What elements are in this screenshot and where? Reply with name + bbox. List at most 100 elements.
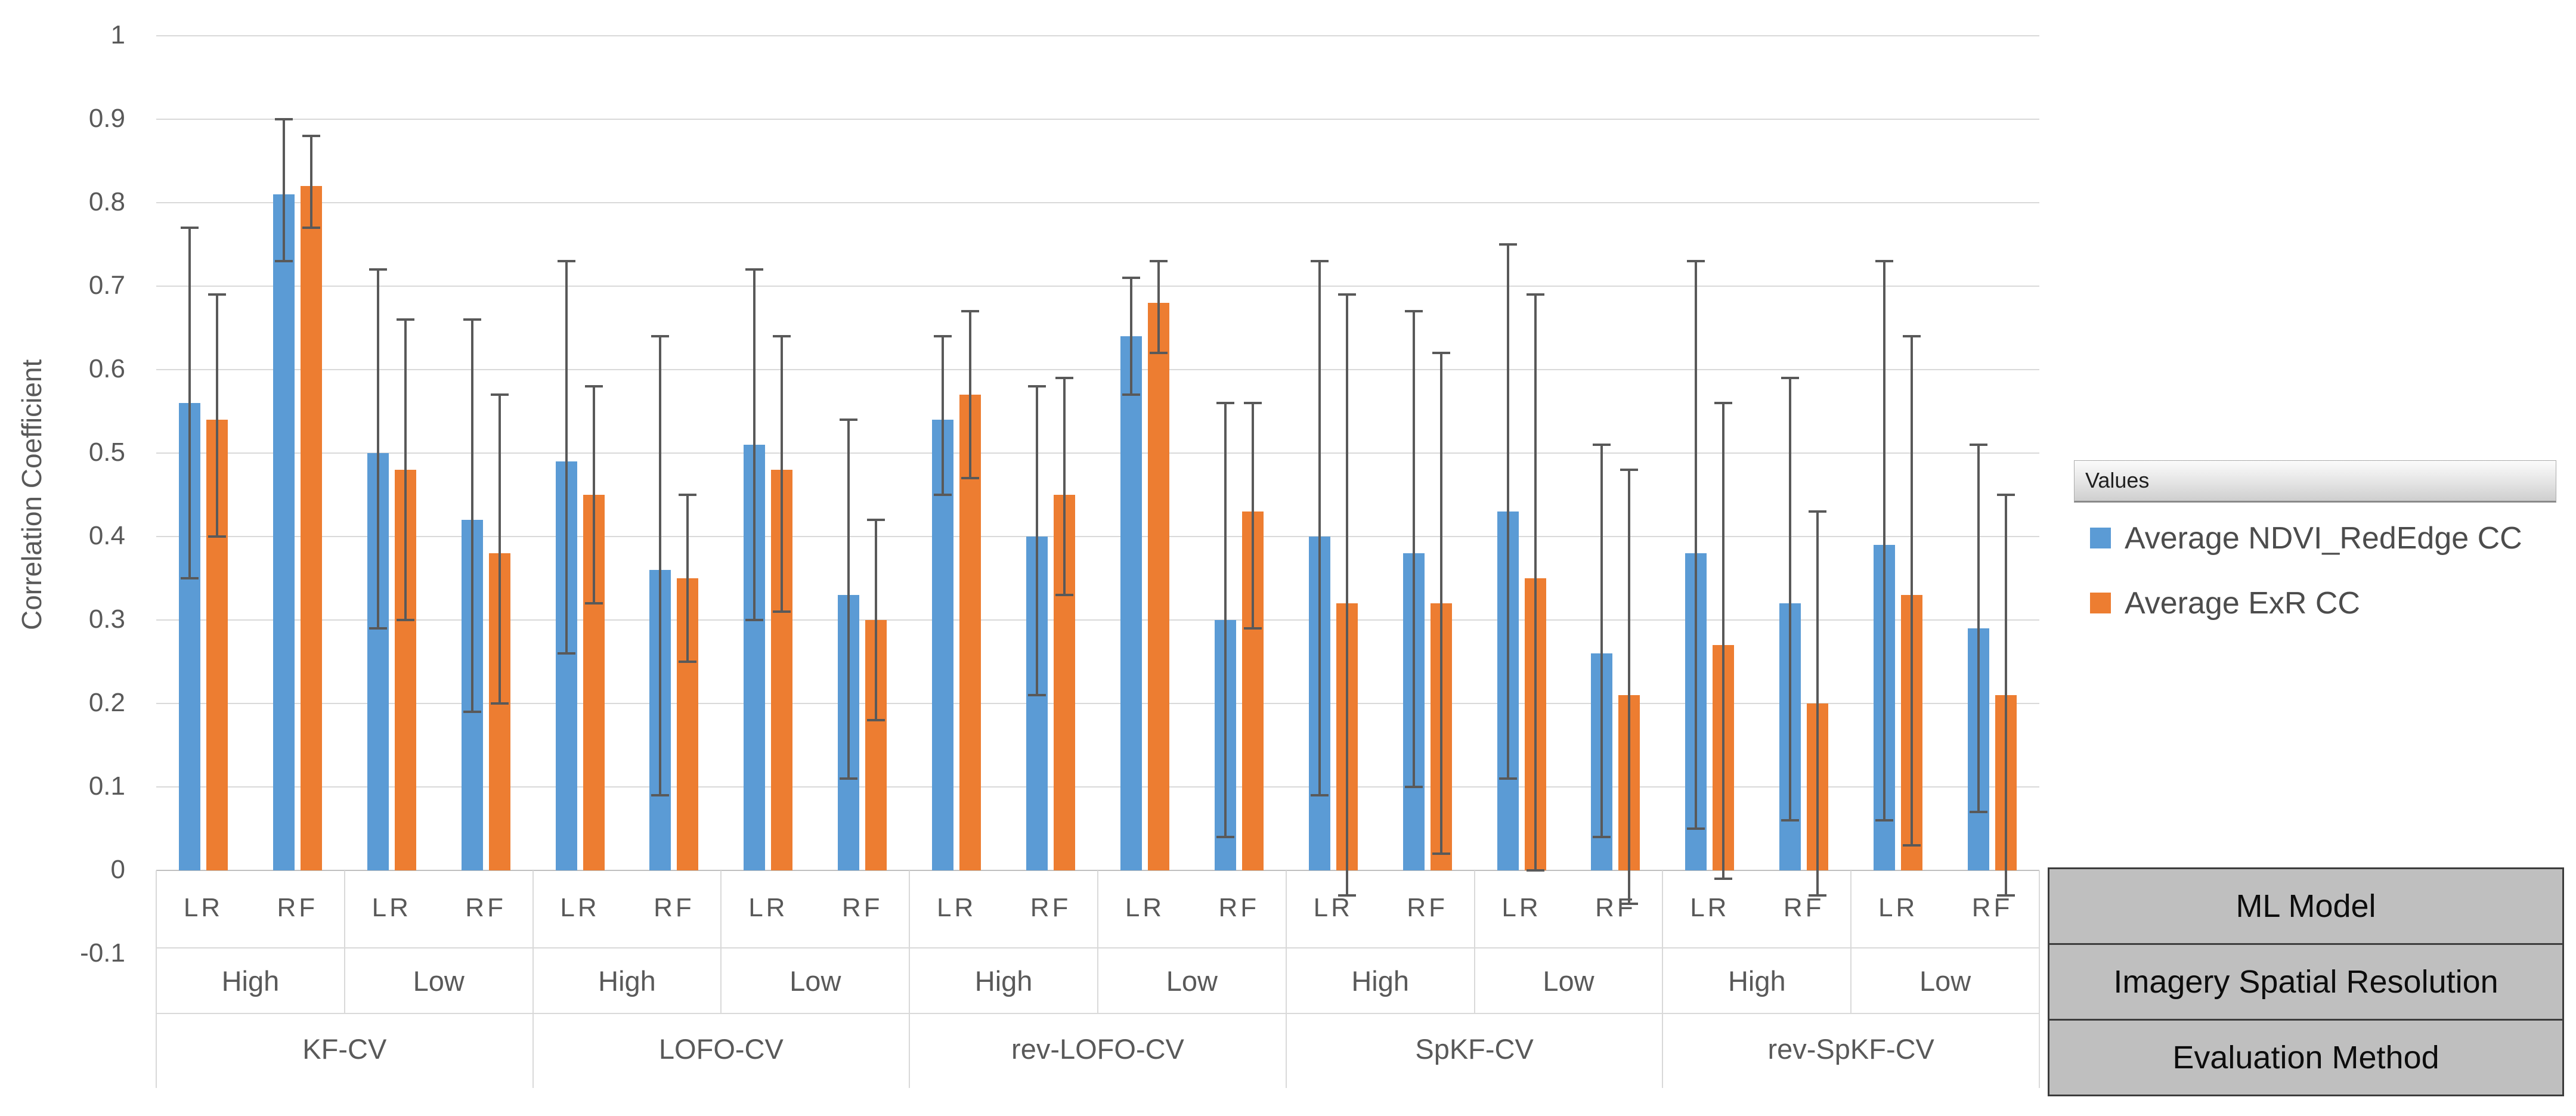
error-bar-cap xyxy=(1997,894,2015,897)
error-bar-cap xyxy=(840,418,858,421)
category-label-resolution: Low xyxy=(1166,965,1218,997)
error-bar-cap xyxy=(679,661,697,663)
category-label-resolution: Low xyxy=(1919,965,1971,997)
error-bar-cap xyxy=(773,335,791,337)
category-label-model: RF xyxy=(277,893,318,922)
error-bar xyxy=(470,320,473,712)
error-bar-cap xyxy=(867,719,886,721)
error-bar-cap xyxy=(1593,444,1611,446)
error-bar xyxy=(1911,336,1914,845)
error-bar-cap xyxy=(1055,594,1074,596)
error-bar-cap xyxy=(651,794,670,796)
error-bar-cap xyxy=(1432,352,1450,354)
legend-swatch-exr-icon xyxy=(2090,593,2111,613)
error-bar xyxy=(592,386,595,603)
error-bar-cap xyxy=(557,260,575,262)
error-bar-cap xyxy=(1781,819,1800,822)
error-bar-cap xyxy=(490,702,509,705)
error-bar xyxy=(1816,512,1819,895)
gridline xyxy=(156,119,2039,120)
y-tick-label: 0.6 xyxy=(88,354,125,383)
y-axis-title: Correlation Coefficient xyxy=(16,359,47,631)
category-label-model: LR xyxy=(937,893,977,922)
error-bar-cap xyxy=(679,494,697,496)
category-label-method: LOFO-CV xyxy=(658,1033,784,1065)
category-label-resolution: Low xyxy=(1543,965,1594,997)
values-field-button-label: Values xyxy=(2085,468,2150,492)
error-bar-cap xyxy=(1337,894,1356,897)
category-row-border xyxy=(156,1013,2039,1014)
error-bar-cap xyxy=(1875,819,1894,822)
error-bar-cap xyxy=(1498,243,1517,246)
values-field-button[interactable]: Values xyxy=(2074,460,2556,503)
error-bar-cap xyxy=(1687,260,1705,262)
error-bar xyxy=(847,420,850,779)
error-bar xyxy=(1883,261,1886,820)
error-bar xyxy=(1157,261,1160,353)
category-label-model: LR xyxy=(1501,893,1541,922)
error-bar xyxy=(1063,378,1066,595)
error-bar xyxy=(376,269,379,628)
error-bar xyxy=(969,311,972,478)
error-bar-cap xyxy=(1809,510,1827,513)
error-bar-cap xyxy=(490,393,509,396)
error-bar-cap xyxy=(180,577,199,579)
field-button-imagery-spatial-resolution[interactable]: Imagery Spatial Resolution xyxy=(2049,945,2562,1021)
y-tick-label: 0.5 xyxy=(88,438,125,467)
error-bar-cap xyxy=(1903,335,1921,337)
category-label-resolution: High xyxy=(598,965,656,997)
category-label-model: RF xyxy=(1595,893,1636,922)
category-label-model: LR xyxy=(560,893,600,922)
error-bar-cap xyxy=(1620,469,1639,471)
bar-exr xyxy=(300,186,322,870)
bar-ndvi xyxy=(273,194,295,870)
error-bar xyxy=(188,228,191,578)
category-label-model: RF xyxy=(465,893,506,922)
y-tick-label: -0.1 xyxy=(80,938,125,968)
category-label-model: LR xyxy=(183,893,224,922)
error-bar-cap xyxy=(302,135,320,137)
error-bar-cap xyxy=(1404,310,1423,312)
error-bar-cap xyxy=(1243,627,1262,630)
category-label-model: RF xyxy=(1218,893,1260,922)
error-bar-cap xyxy=(1122,277,1140,279)
category-border xyxy=(720,870,722,1013)
error-bar-cap xyxy=(396,318,414,321)
category-label-resolution: Low xyxy=(789,965,841,997)
error-bar-cap xyxy=(1781,377,1800,379)
error-bar-cap xyxy=(1216,836,1234,838)
error-bar-cap xyxy=(1714,878,1733,880)
gridline xyxy=(156,619,2039,621)
y-tick-label: 0.3 xyxy=(88,604,125,634)
error-bar-cap xyxy=(557,652,575,655)
error-bar-cap xyxy=(1526,869,1544,872)
error-bar xyxy=(2005,495,2008,895)
error-bar-cap xyxy=(180,227,199,229)
error-bar-cap xyxy=(1055,377,1074,379)
category-label-model: RF xyxy=(1030,893,1072,922)
error-bar-cap xyxy=(867,519,886,521)
field-button-evaluation-method[interactable]: Evaluation Method xyxy=(2172,1040,2439,1075)
bar-ndvi xyxy=(1120,336,1142,870)
category-label-resolution: High xyxy=(1727,965,1786,997)
error-bar-cap xyxy=(1714,402,1733,404)
gridline xyxy=(156,786,2039,788)
legend-label-ndvi: Average NDVI_RedEdge CC xyxy=(2125,521,2522,556)
error-bar-cap xyxy=(1149,260,1168,262)
category-border xyxy=(1473,870,1475,1013)
error-bar-cap xyxy=(745,619,764,621)
error-bar-cap xyxy=(961,310,980,312)
y-tick-label: 0.9 xyxy=(88,104,125,133)
category-label-resolution: Low xyxy=(413,965,465,997)
error-bar xyxy=(1695,261,1698,829)
error-bar-cap xyxy=(961,477,980,479)
gridline xyxy=(156,202,2039,203)
error-bar xyxy=(1789,378,1792,820)
error-bar-cap xyxy=(1028,694,1046,696)
error-bar xyxy=(875,520,878,720)
field-button-ml-model[interactable]: ML Model xyxy=(2049,869,2562,945)
error-bar xyxy=(498,395,501,703)
category-border xyxy=(1097,870,1098,1013)
legend-label-exr: Average ExR CC xyxy=(2125,586,2360,621)
gridline xyxy=(156,703,2039,704)
